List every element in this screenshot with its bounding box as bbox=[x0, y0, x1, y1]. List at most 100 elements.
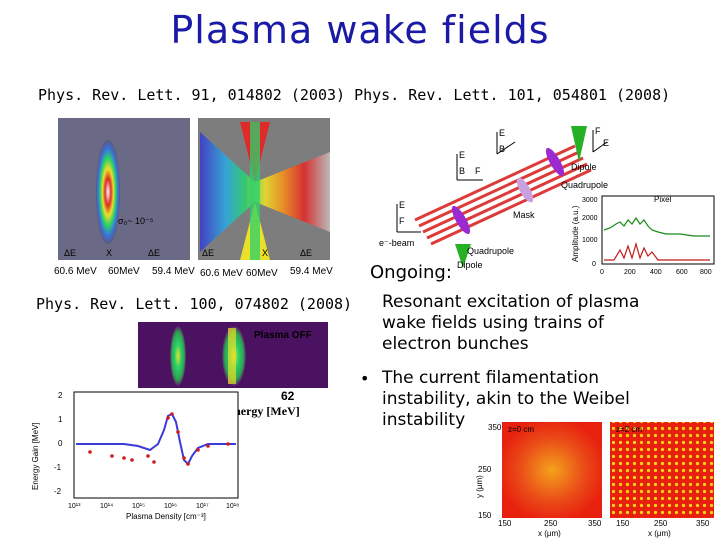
amp-ytick-4: 0 bbox=[592, 261, 596, 268]
bullet-dot: • bbox=[360, 369, 370, 388]
gain-ylabel: Energy Gain [MeV] bbox=[31, 422, 40, 490]
right-tick-3: 59.4 MeV bbox=[290, 266, 333, 277]
filament-z2-panel bbox=[610, 422, 714, 518]
fil-xlabel-left: x (μm) bbox=[538, 529, 561, 538]
fil-xtick-r2: 250 bbox=[654, 519, 668, 528]
gain-xtick-5: 10¹⁷ bbox=[196, 503, 209, 510]
amp-xtick-5: 800 bbox=[700, 269, 712, 276]
gain-ytick-3: 0 bbox=[58, 439, 63, 448]
right-tick-2: 60MeV bbox=[246, 268, 278, 279]
filament-z0-panel bbox=[502, 422, 602, 518]
gain-ytick-2: 1 bbox=[58, 415, 63, 424]
quadrupole-top-label: Quadrupole bbox=[561, 180, 608, 190]
gain-ytick-4: -1 bbox=[54, 463, 62, 472]
filament-z0-label: z=0 cm bbox=[508, 425, 534, 434]
energy-gain-plot: Energy Gain [MeV] 2 1 0 -1 -2 10¹³ 10¹⁴ … bbox=[28, 386, 250, 522]
spectrum-left-spot bbox=[96, 140, 120, 244]
spectra-figure: σ₀~ 10⁻⁵ ΔE X ΔE ΔE X ΔE 60.6 MeV 60MeV … bbox=[50, 112, 340, 282]
fil-ytick-3: 150 bbox=[478, 511, 492, 520]
ongoing-label: Ongoing: bbox=[370, 262, 452, 283]
fil-xtick-r1: 150 bbox=[616, 519, 630, 528]
amp-ylabel: Amplitude (a.u.) bbox=[571, 205, 580, 262]
energy-tick-62: 62 bbox=[281, 389, 295, 403]
axis-e-3: E bbox=[399, 200, 405, 210]
delta-e-left-2: ΔE bbox=[148, 248, 160, 258]
bullet-1-line-1: Resonant excitation of plasma bbox=[382, 292, 640, 312]
fil-xtick-l1: 150 bbox=[498, 519, 512, 528]
dipole-top-label: Dipole bbox=[571, 162, 597, 172]
fil-xtick-l3: 350 bbox=[588, 519, 602, 528]
bullet-item-1: Resonant excitation of plasma wake field… bbox=[382, 292, 639, 355]
amp-xtick-1: 0 bbox=[600, 269, 604, 276]
amp-ytick-2: 2000 bbox=[582, 215, 598, 222]
gain-ytick-5: -2 bbox=[54, 487, 62, 496]
gain-xtick-6: 10¹⁸ bbox=[226, 503, 239, 510]
mask-label: Mask bbox=[513, 210, 535, 220]
mask-shape bbox=[516, 177, 534, 203]
filamentation-figure: 350 250 150 y (μm) z=0 cm z=2 cm 150 250… bbox=[470, 418, 718, 538]
x-mark-right: X bbox=[262, 248, 268, 258]
bullet-2-line-3: instability bbox=[382, 410, 466, 430]
quadrupole-bottom-shape bbox=[451, 205, 471, 235]
left-tick-3: 59.4 MeV bbox=[152, 266, 195, 277]
bullet-item-2: • The current filamentation instability,… bbox=[360, 368, 630, 431]
bullet-2-line-2: instability, akin to the Weibel bbox=[382, 389, 630, 409]
amp-red-trace bbox=[604, 241, 710, 261]
fil-xlabel-right: x (μm) bbox=[648, 529, 671, 538]
axis-b-1: B bbox=[459, 166, 465, 176]
axis-f-1: F bbox=[475, 166, 481, 176]
left-tick-1: 60.6 MeV bbox=[54, 266, 97, 277]
quadrupole-top-shape bbox=[545, 147, 565, 177]
right-tick-1: 60.6 MeV bbox=[200, 268, 243, 279]
gain-ytick-1: 2 bbox=[58, 391, 63, 400]
ebeam-label: e⁻-beam bbox=[379, 238, 414, 248]
reference-top: Phys. Rev. Lett. 91, 014802 (2003) Phys.… bbox=[38, 86, 671, 104]
gain-xtick-3: 10¹⁵ bbox=[132, 503, 145, 510]
slide-title: Plasma wake fields bbox=[170, 8, 550, 52]
gain-xtick-4: 10¹⁶ bbox=[164, 503, 177, 510]
gain-xtick-1: 10¹³ bbox=[68, 503, 81, 510]
dipole-bottom-label: Dipole bbox=[457, 260, 483, 270]
amplitude-plot: Amplitude (a.u.) 3000 2000 1000 0 0 200 … bbox=[570, 190, 718, 280]
delta-e-left: ΔE bbox=[64, 248, 76, 258]
amp-xtick-2: 200 bbox=[624, 269, 636, 276]
dipole-top-shape bbox=[571, 126, 587, 162]
amp-xtick-3: 400 bbox=[650, 269, 662, 276]
axis-e-4: E bbox=[603, 138, 609, 148]
beamline-schematic: E B F E B E F F E Dipole Dipole Quadrupo… bbox=[375, 122, 610, 270]
bullet-1-line-3: electron bunches bbox=[382, 334, 529, 354]
amp-ytick-1: 3000 bbox=[582, 197, 598, 204]
axis-e-1: E bbox=[459, 150, 465, 160]
bullet-2-line-1: The current filamentation bbox=[382, 368, 600, 388]
dipole-bottom-shape bbox=[455, 244, 471, 268]
gain-xlabel: Plasma Density [cm⁻³] bbox=[126, 512, 206, 521]
fil-xtick-l2: 250 bbox=[544, 519, 558, 528]
gain-data-points bbox=[88, 412, 230, 466]
bullet-1-line-2: wake fields using trains of bbox=[382, 313, 604, 333]
amp-xlabel: Pixel bbox=[654, 195, 672, 204]
fil-xtick-r3: 350 bbox=[696, 519, 710, 528]
laser-beams bbox=[414, 144, 592, 246]
axis-e-2: E bbox=[499, 128, 505, 138]
x-mark-left: X bbox=[106, 248, 112, 258]
quadrupole-bottom-label: Quadrupole bbox=[467, 246, 514, 256]
axis-b-2: B bbox=[499, 144, 505, 154]
bullet-list: Resonant excitation of plasma wake field… bbox=[360, 292, 712, 442]
amp-ytick-3: 1000 bbox=[582, 237, 598, 244]
fil-ytick-2: 250 bbox=[478, 465, 492, 474]
plasma-off-image: Plasma OFF bbox=[138, 322, 328, 388]
left-tick-2: 60MeV bbox=[108, 266, 140, 277]
amp-green-trace bbox=[603, 216, 710, 237]
amp-xtick-4: 600 bbox=[676, 269, 688, 276]
delta-e-right: ΔE bbox=[202, 248, 214, 258]
spectrum-left-panel bbox=[58, 118, 190, 260]
gain-xtick-2: 10¹⁴ bbox=[100, 503, 113, 510]
filament-z2-label: z=2 cm bbox=[616, 425, 642, 434]
delta-e-right-2: ΔE bbox=[300, 248, 312, 258]
plasma-off-label: Plasma OFF bbox=[254, 330, 312, 341]
fil-ytick-1: 350 bbox=[488, 423, 502, 432]
axis-f-3: F bbox=[399, 216, 405, 226]
axis-f-4: F bbox=[595, 126, 601, 136]
fil-ylabel: y (μm) bbox=[475, 475, 484, 498]
reference-mid: Phys. Rev. Lett. 100, 074802 (2008) bbox=[36, 295, 353, 313]
